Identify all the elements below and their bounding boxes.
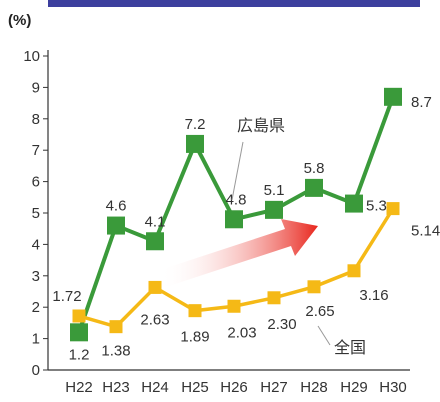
data-point bbox=[146, 232, 164, 251]
x-tick-label: H25 bbox=[181, 379, 209, 396]
data-label: 1.72 bbox=[52, 288, 81, 305]
data-point bbox=[265, 200, 283, 219]
x-tick-label: H24 bbox=[141, 379, 169, 396]
data-point bbox=[227, 299, 241, 313]
x-tick-label: H23 bbox=[102, 379, 130, 396]
data-point bbox=[72, 309, 86, 323]
x-tick-label: H28 bbox=[300, 379, 328, 396]
data-point bbox=[186, 134, 204, 153]
data-label: 2.63 bbox=[140, 311, 169, 328]
data-point bbox=[70, 323, 88, 342]
data-label: 1.89 bbox=[180, 329, 209, 346]
data-point bbox=[148, 280, 162, 294]
data-label: 7.2 bbox=[185, 116, 206, 133]
series-leader-line bbox=[317, 325, 331, 346]
data-point bbox=[386, 202, 400, 216]
unit-label: (%) bbox=[8, 12, 32, 29]
y-tick-label: 9 bbox=[32, 79, 40, 96]
series-name-label: 広島県 bbox=[237, 116, 285, 135]
data-point bbox=[307, 280, 321, 294]
data-label: 5.8 bbox=[304, 160, 325, 177]
data-label: 1.38 bbox=[101, 343, 130, 360]
trend-arrow-icon bbox=[160, 219, 318, 287]
data-point bbox=[225, 210, 243, 229]
y-tick-label: 0 bbox=[32, 362, 40, 379]
data-label: 5.14 bbox=[411, 223, 440, 240]
data-point bbox=[305, 178, 323, 197]
data-label: 1.2 bbox=[69, 346, 90, 363]
data-label: 3.16 bbox=[359, 287, 388, 304]
data-label: 5.1 bbox=[264, 182, 285, 199]
header-bar bbox=[48, 0, 420, 7]
data-point bbox=[188, 304, 202, 318]
x-tick-label: H22 bbox=[65, 379, 93, 396]
y-tick-label: 2 bbox=[32, 299, 40, 316]
y-tick-label: 10 bbox=[23, 48, 40, 65]
data-label: 2.03 bbox=[227, 324, 256, 341]
series-leader-line bbox=[231, 141, 244, 201]
data-label: 5.3 bbox=[366, 198, 387, 215]
x-tick-label: H26 bbox=[220, 379, 248, 396]
y-tick-label: 6 bbox=[32, 174, 40, 191]
data-label: 4.6 bbox=[106, 198, 127, 215]
data-point bbox=[345, 194, 363, 213]
data-label: 8.7 bbox=[411, 94, 432, 111]
data-point bbox=[267, 291, 281, 305]
data-point bbox=[109, 320, 123, 334]
x-tick-label: H29 bbox=[340, 379, 368, 396]
data-point bbox=[384, 87, 402, 106]
data-point bbox=[107, 216, 125, 235]
x-tick-label: H27 bbox=[260, 379, 288, 396]
y-tick-label: 4 bbox=[32, 236, 40, 253]
y-tick-label: 7 bbox=[32, 142, 40, 159]
y-tick-label: 1 bbox=[32, 331, 40, 348]
data-label: 2.30 bbox=[267, 316, 296, 333]
data-label: 4.1 bbox=[145, 213, 166, 230]
data-label: 2.65 bbox=[305, 303, 334, 320]
y-tick-label: 5 bbox=[32, 205, 40, 222]
data-label: 4.8 bbox=[226, 191, 247, 208]
y-tick-label: 8 bbox=[32, 111, 40, 128]
data-point bbox=[347, 264, 361, 278]
x-tick-label: H30 bbox=[379, 379, 407, 396]
y-tick-label: 3 bbox=[32, 268, 40, 285]
series-name-label: 全国 bbox=[334, 338, 366, 357]
